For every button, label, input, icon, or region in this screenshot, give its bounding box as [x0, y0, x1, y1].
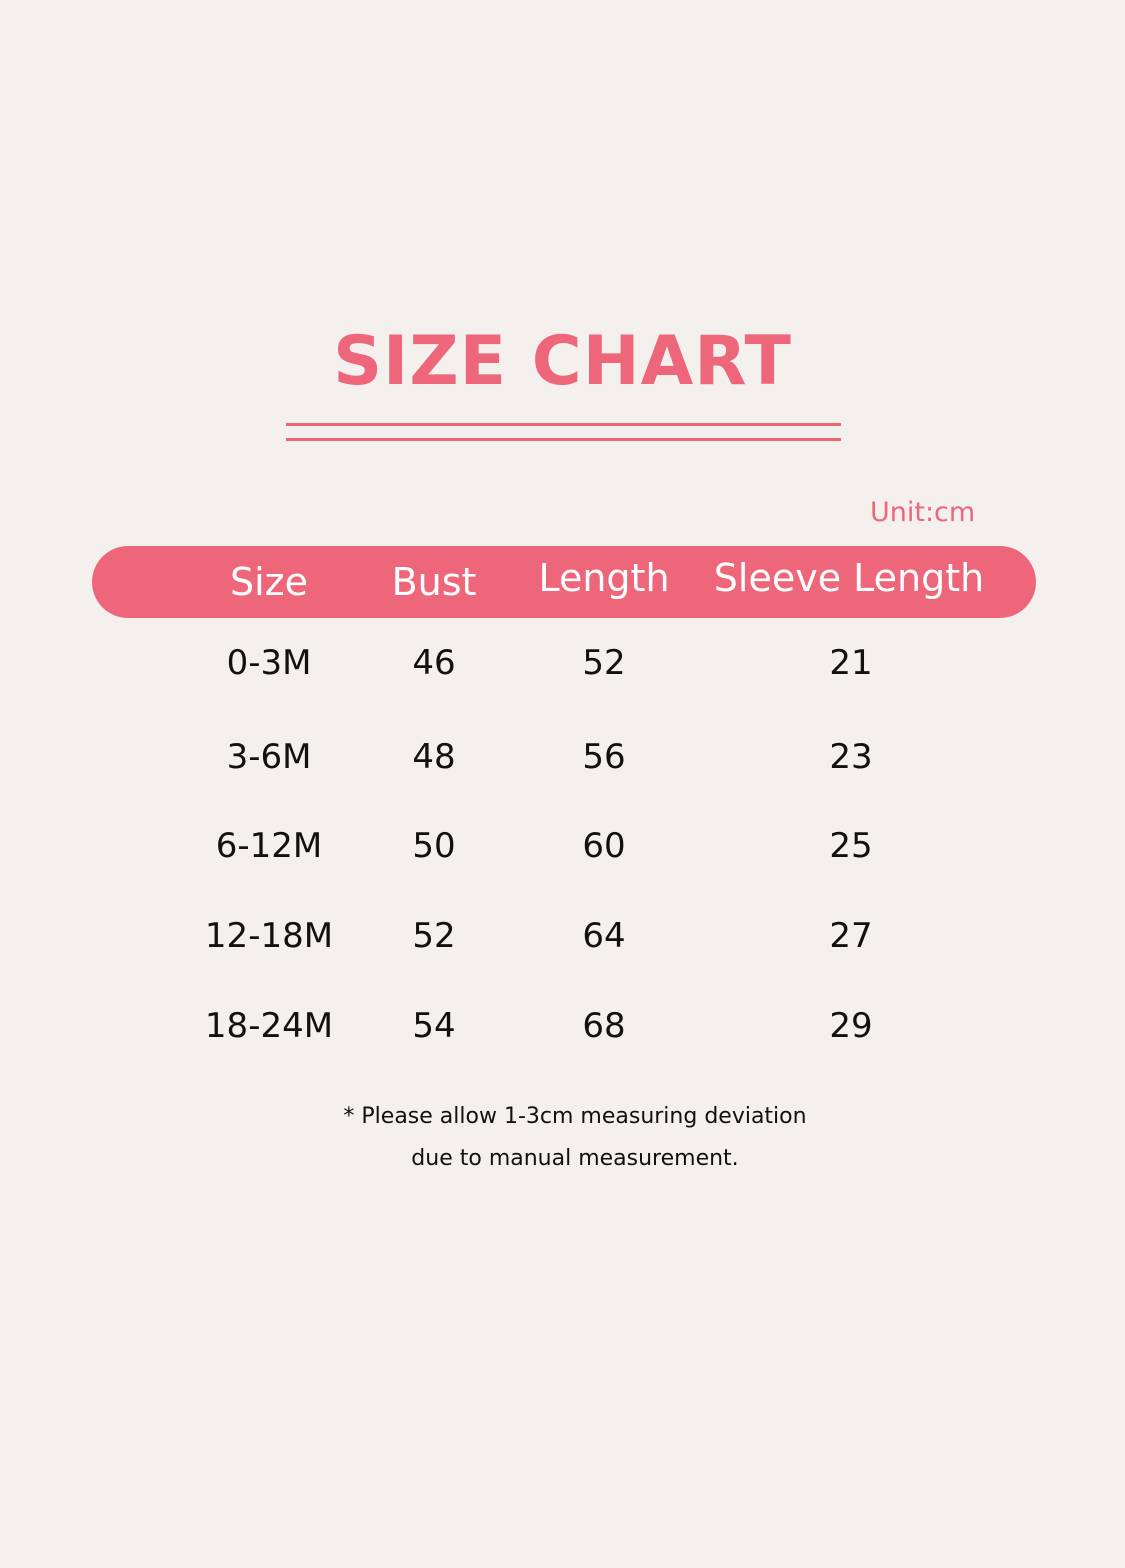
cell-sleeve-length: 25 [829, 826, 873, 866]
cell-length: 60 [582, 826, 626, 866]
cell-sleeve-length: 21 [829, 643, 873, 683]
table-header: Size Bust Length Sleeve Length [92, 546, 1036, 618]
title-divider-top [286, 423, 841, 426]
note-line-1: * Please allow 1-3cm measuring deviation [343, 1104, 807, 1129]
cell-bust: 46 [412, 643, 456, 683]
column-header-bust: Bust [391, 560, 477, 604]
page-title: SIZE CHART [333, 322, 792, 401]
cell-length: 68 [582, 1006, 626, 1046]
cell-size: 3-6M [226, 737, 312, 777]
cell-sleeve-length: 27 [829, 916, 873, 956]
cell-sleeve-length: 29 [829, 1006, 873, 1046]
column-header-length: Length [538, 556, 670, 600]
cell-bust: 52 [412, 916, 456, 956]
cell-bust: 50 [412, 826, 456, 866]
cell-bust: 54 [412, 1006, 456, 1046]
note-line-2: due to manual measurement. [411, 1146, 739, 1171]
cell-length: 64 [582, 916, 626, 956]
column-header-sleeve-length: Sleeve Length [713, 556, 985, 600]
cell-bust: 48 [412, 737, 456, 777]
cell-sleeve-length: 23 [829, 737, 873, 777]
cell-size: 12-18M [204, 916, 334, 956]
cell-length: 56 [582, 737, 626, 777]
cell-size: 18-24M [204, 1006, 334, 1046]
title-divider-bottom [286, 438, 841, 441]
cell-size: 6-12M [215, 826, 323, 866]
unit-label: Unit:cm [870, 497, 976, 528]
cell-size: 0-3M [226, 643, 312, 683]
column-header-size: Size [229, 560, 309, 604]
cell-length: 52 [582, 643, 626, 683]
